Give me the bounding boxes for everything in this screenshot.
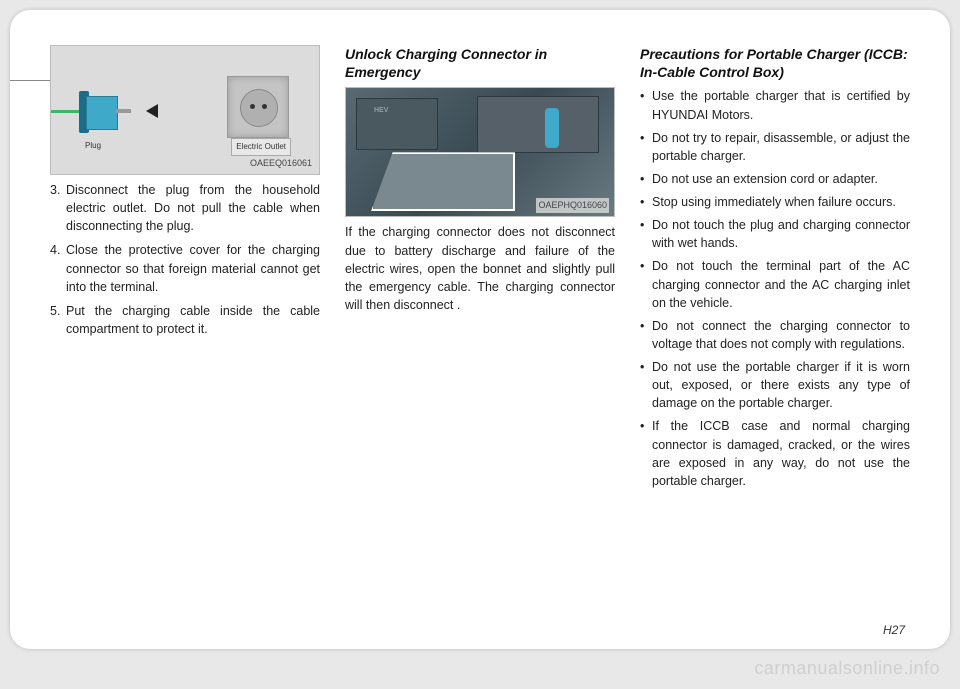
outlet-hole-shape: [250, 104, 255, 109]
bullet-text: Do not touch the terminal part of the AC…: [652, 257, 910, 311]
engine-part-shape: [356, 98, 438, 150]
plug-wire-shape: [51, 110, 81, 113]
section-title: Precautions for Portable Charger (ICCB: …: [640, 45, 910, 81]
list-text: Put the charging cable inside the cable …: [66, 302, 320, 338]
hev-label: HEV: [374, 106, 388, 116]
bullet-icon: •: [640, 358, 652, 412]
page-number: H27: [883, 623, 905, 637]
list-number: 4.: [50, 241, 66, 295]
column-2: Unlock Charging Connector in Emergency H…: [345, 45, 615, 624]
watermark: carmanualsonline.info: [754, 658, 940, 679]
bullet-item: •Do not try to repair, disassemble, or a…: [640, 129, 910, 165]
bullet-item: •Use the portable charger that is certif…: [640, 87, 910, 123]
engine-zoom-inset: [371, 152, 515, 211]
bullet-icon: •: [640, 87, 652, 123]
bullet-item: •If the ICCB case and normal charging co…: [640, 417, 910, 490]
plug-label: Plug: [81, 138, 105, 154]
outlet-label: Electric Outlet: [231, 138, 291, 156]
figure-engine-bay: HEV OAEPHQ016060: [345, 87, 615, 217]
figure-code: OAEPHQ016060: [536, 198, 609, 213]
list-number: 5.: [50, 302, 66, 338]
outlet-shape: [227, 76, 289, 138]
bullet-text: Do not try to repair, disassemble, or ad…: [652, 129, 910, 165]
bullet-icon: •: [640, 317, 652, 353]
plug-body-shape: [86, 96, 118, 130]
bullet-icon: •: [640, 193, 652, 211]
bullet-text: Stop using immediately when failure occu…: [652, 193, 910, 211]
bullet-icon: •: [640, 216, 652, 252]
column-3: Precautions for Portable Charger (ICCB: …: [640, 45, 910, 624]
bullet-text: Do not use the portable charger if it is…: [652, 358, 910, 412]
list-number: 3.: [50, 181, 66, 235]
arrow-left-icon: [146, 104, 158, 118]
bullet-text: Do not touch the plug and charging conne…: [652, 216, 910, 252]
outlet-circle-shape: [240, 89, 278, 127]
bullet-text: Use the portable charger that is certifi…: [652, 87, 910, 123]
plug-pin-shape: [116, 109, 131, 113]
bullet-icon: •: [640, 129, 652, 165]
list-item: 3. Disconnect the plug from the househol…: [50, 181, 320, 235]
figure-code: OAEEQ016061: [248, 156, 314, 171]
bullet-icon: •: [640, 257, 652, 311]
bullet-text: Do not connect the charging connector to…: [652, 317, 910, 353]
content-columns: Plug Electric Outlet OAEEQ016061 3. Disc…: [50, 45, 910, 624]
figure-plug-outlet: Plug Electric Outlet OAEEQ016061: [50, 45, 320, 175]
bullet-item: •Do not touch the plug and charging conn…: [640, 216, 910, 252]
body-text: If the charging connector does not disco…: [345, 223, 615, 314]
page-frame: Plug Electric Outlet OAEEQ016061 3. Disc…: [10, 10, 950, 649]
list-item: 5. Put the charging cable inside the cab…: [50, 302, 320, 338]
bullet-item: •Do not touch the terminal part of the A…: [640, 257, 910, 311]
engine-hose-shape: [545, 108, 559, 148]
bullet-text: If the ICCB case and normal charging con…: [652, 417, 910, 490]
column-1: Plug Electric Outlet OAEEQ016061 3. Disc…: [50, 45, 320, 624]
list-text: Close the protective cover for the charg…: [66, 241, 320, 295]
bullet-icon: •: [640, 417, 652, 490]
list-text: Disconnect the plug from the household e…: [66, 181, 320, 235]
bullet-item: •Do not use the portable charger if it i…: [640, 358, 910, 412]
bullet-text: Do not use an extension cord or adapter.: [652, 170, 910, 188]
bullet-item: •Stop using immediately when failure occ…: [640, 193, 910, 211]
bullet-item: •Do not connect the charging connector t…: [640, 317, 910, 353]
bullet-icon: •: [640, 170, 652, 188]
list-item: 4. Close the protective cover for the ch…: [50, 241, 320, 295]
bullet-item: •Do not use an extension cord or adapter…: [640, 170, 910, 188]
engine-part-shape: [477, 96, 599, 153]
section-title: Unlock Charging Connector in Emergency: [345, 45, 615, 81]
outlet-hole-shape: [262, 104, 267, 109]
